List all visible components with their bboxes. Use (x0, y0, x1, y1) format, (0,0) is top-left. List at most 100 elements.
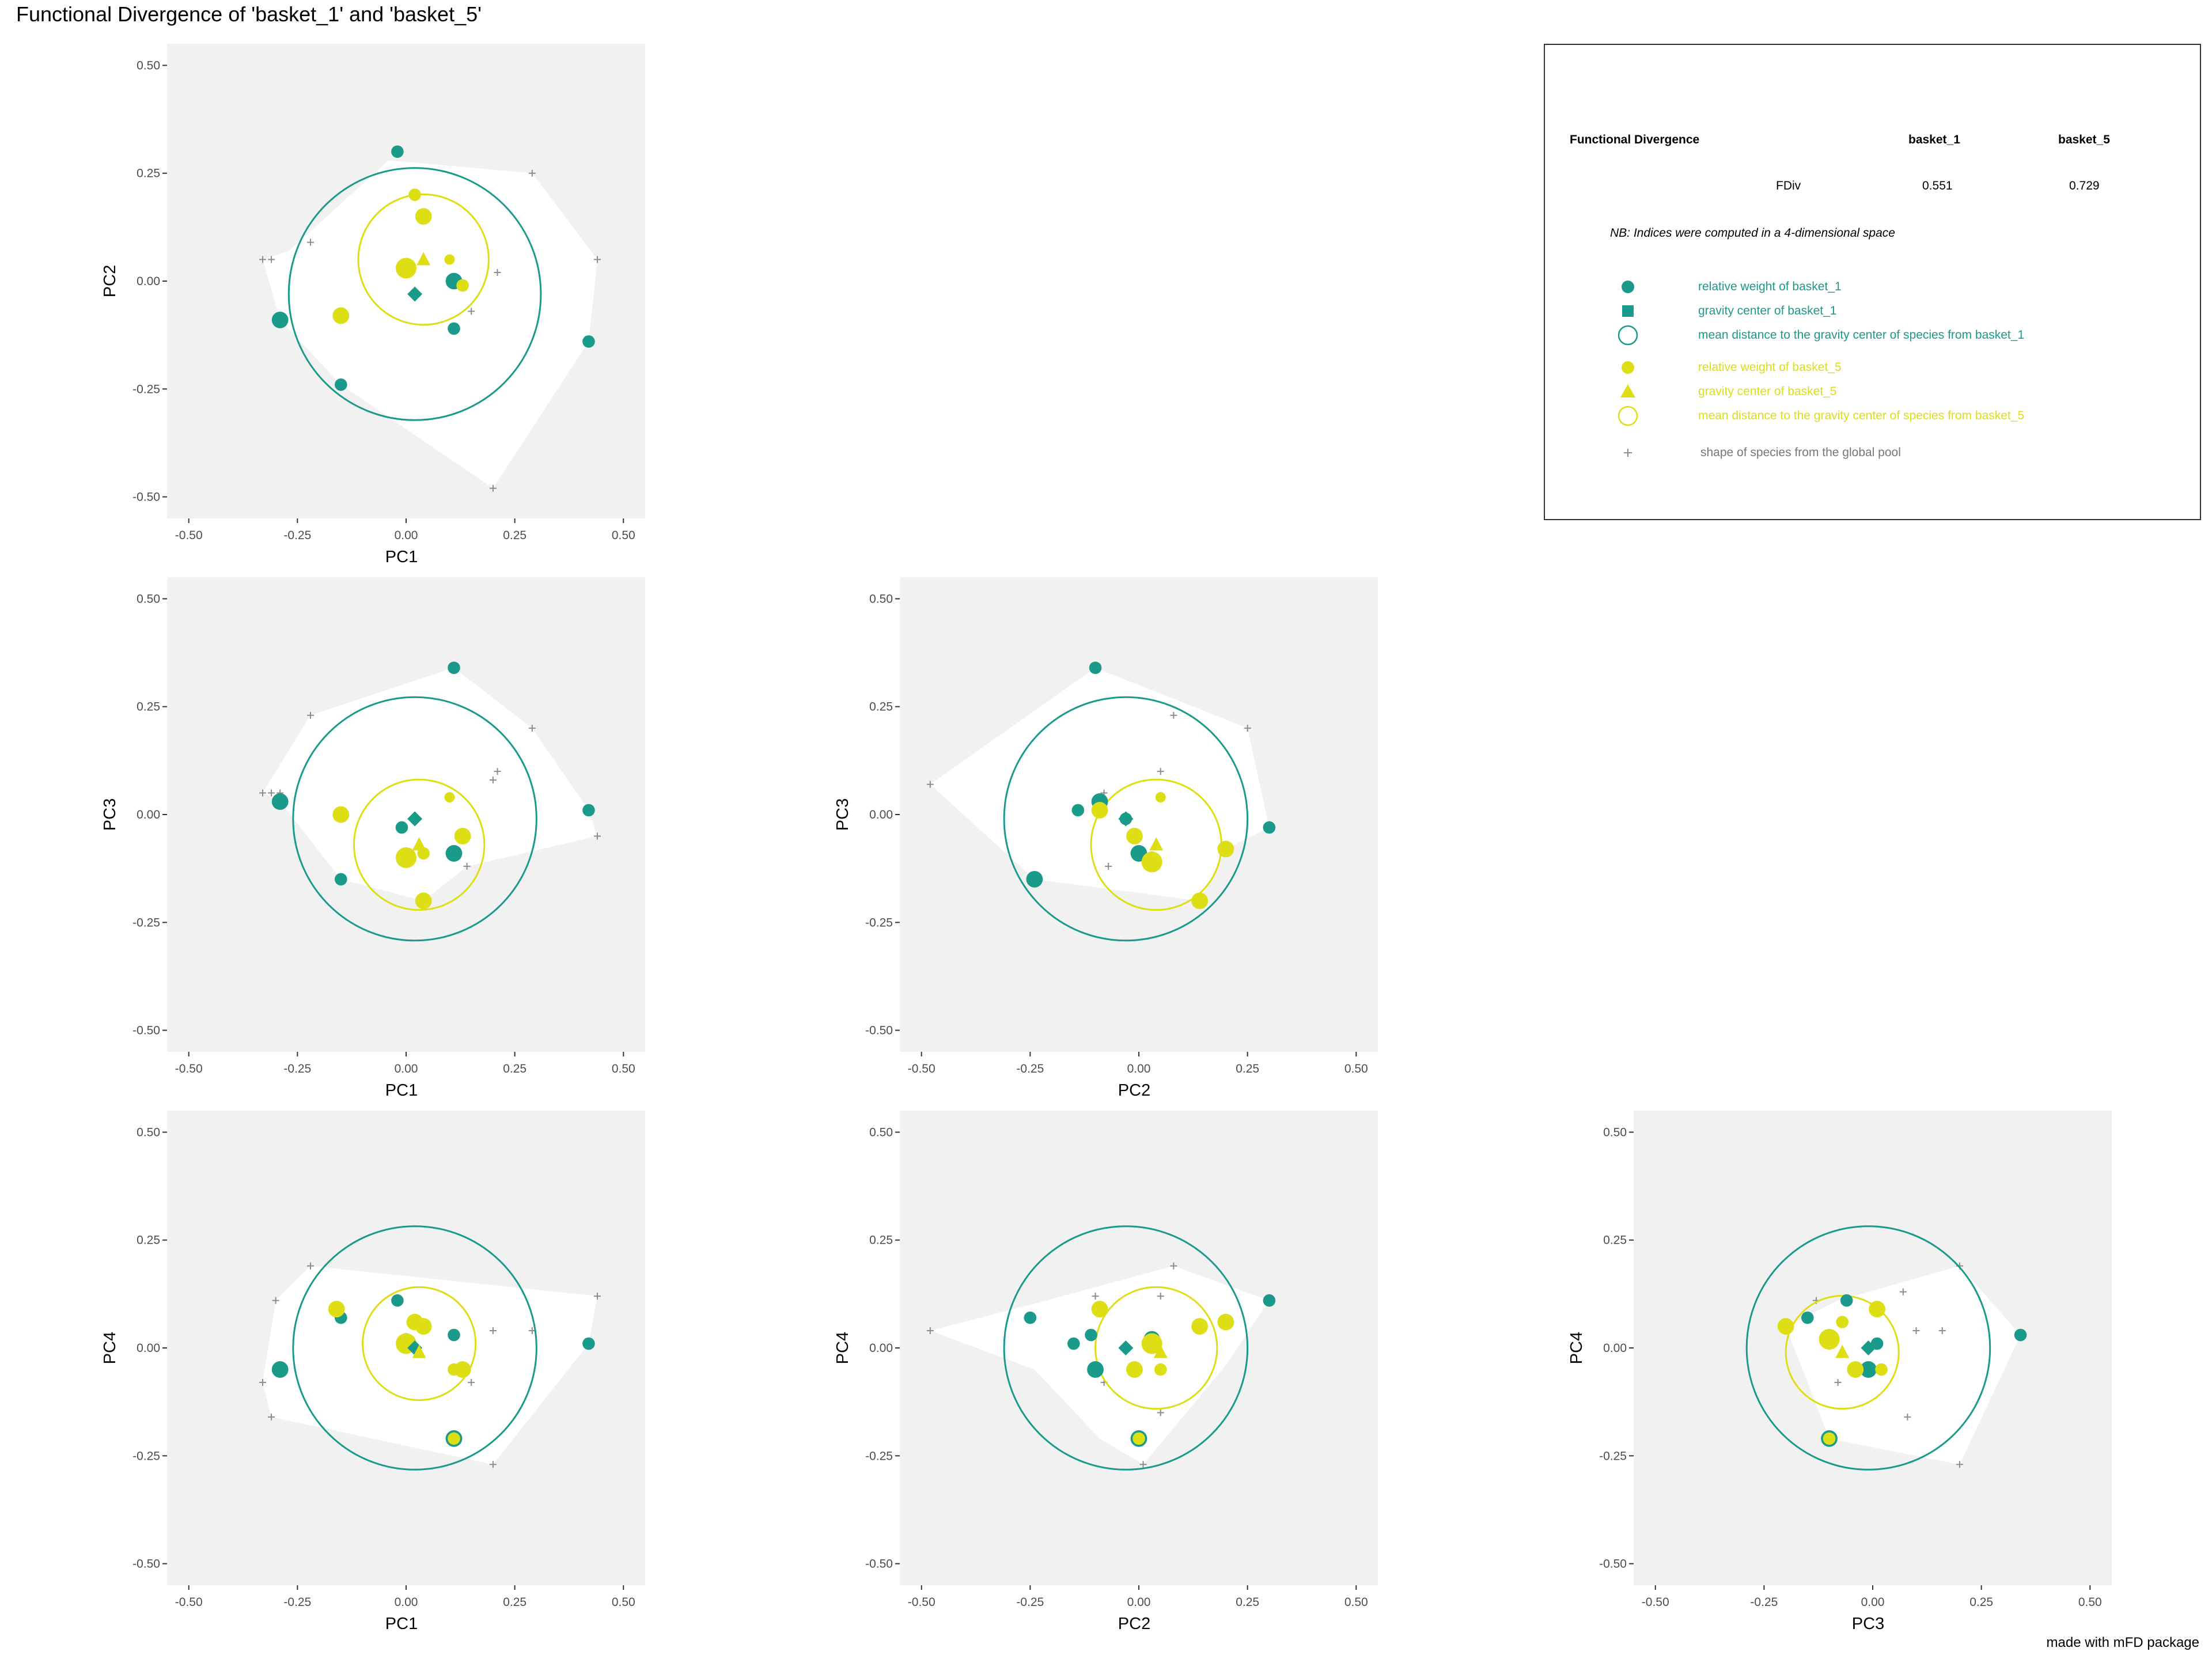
basket1-species-point (395, 821, 408, 834)
legend-open-circle-icon-basket5 (1618, 406, 1638, 426)
x-tick-label: 0.25 (1236, 1596, 1259, 1609)
gravity-center-basket1 (407, 286, 423, 302)
basket1-species-point (1085, 1328, 1097, 1342)
y-tick-label: 0.25 (137, 1234, 160, 1247)
x-tick-label: -0.25 (283, 1062, 311, 1075)
legend-item-weight-basket5: relative weight of basket_5 (1698, 361, 1842, 374)
legend-header-title: Functional Divergence (1570, 133, 1700, 146)
pool-species-point (268, 789, 275, 797)
basket5-species-point (454, 828, 471, 844)
mean-distance-circle-basket5 (1094, 1286, 1218, 1410)
basket5-species-point (332, 307, 350, 324)
x-tick-label: 0.00 (395, 1596, 418, 1609)
mean-distance-circle-basket1 (292, 1225, 537, 1471)
convex-hull (263, 668, 597, 901)
basket5-species-point (332, 806, 350, 823)
pool-species-point (594, 832, 601, 840)
basket5-species-point (408, 188, 421, 201)
legend-note: NB: Indices were computed in a 4-dimensi… (1610, 226, 1895, 240)
basket1-species-point (448, 661, 460, 675)
y-tick-label: -0.25 (865, 1449, 893, 1463)
y-axis-label: PC3 (834, 798, 852, 831)
y-tick-label: -0.50 (865, 1558, 893, 1571)
y-tick-label: 0.00 (869, 1342, 893, 1355)
legend-box: Functional Divergence basket_1 basket_5 … (1544, 44, 2201, 520)
pool-species-point (1092, 1293, 1099, 1300)
x-tick-label: -0.50 (175, 1062, 203, 1075)
basket5-species-point (1091, 1301, 1108, 1317)
basket1-species-point (2014, 1328, 2027, 1342)
pool-species-point (1938, 1327, 1946, 1335)
basket1-species-point (335, 378, 347, 391)
basket5-species-point (444, 254, 455, 265)
x-tick-label: -0.50 (1642, 1596, 1669, 1609)
x-tick-label: 0.50 (1344, 1062, 1368, 1075)
y-axis-label: PC4 (1567, 1332, 1586, 1364)
x-axis-label: PC1 (385, 548, 418, 566)
basket1-species-point (582, 335, 595, 348)
pool-species-point (259, 256, 266, 263)
x-tick-label: 0.00 (1861, 1596, 1885, 1609)
basket5-species-point (444, 792, 455, 803)
basket1-species-point (1087, 1361, 1104, 1378)
pool-species-point (268, 256, 275, 263)
basket1-species-point (1840, 1294, 1853, 1307)
pool-species-point (1157, 768, 1164, 775)
y-axis-label: PC4 (101, 1332, 119, 1364)
pool-species-point (1170, 1262, 1177, 1270)
x-tick-label: -0.25 (283, 529, 311, 542)
basket5-species-point (1217, 840, 1234, 858)
basket5-species-point (1091, 802, 1108, 819)
pool-species-point (594, 256, 601, 263)
y-tick-label: 0.50 (869, 592, 893, 605)
y-tick-label: 0.00 (137, 1342, 160, 1355)
basket5-species-point (1126, 1361, 1143, 1378)
basket5-species-point (1132, 1432, 1145, 1445)
basket1-species-point (1071, 804, 1085, 817)
basket5-species-point (415, 208, 432, 225)
x-tick-label: 0.25 (1969, 1596, 1993, 1609)
pool-species-point (259, 789, 266, 797)
chart-panel-6: -0.50 -0.50 -0.25 -0.25 0.00 0.00 0.25 0.25 0.50… (1567, 1111, 2112, 1633)
basket5-species-point (1217, 1313, 1234, 1331)
basket1-species-point (582, 1337, 595, 1350)
pool-species-point (268, 1413, 275, 1421)
pool-species-point (494, 269, 501, 276)
pool-species-point (1244, 725, 1251, 732)
x-tick-label: 0.00 (1127, 1062, 1151, 1075)
basket1-species-point (271, 1361, 289, 1378)
convex-hull (1786, 1266, 2021, 1465)
x-tick-label: 0.25 (1236, 1062, 1259, 1075)
legend-item-gravity-basket1: gravity center of basket_1 (1698, 304, 1837, 317)
basket1-species-point (1801, 1311, 1814, 1324)
pool-species-point (494, 768, 501, 775)
x-tick-label: -0.50 (908, 1062, 935, 1075)
y-tick-label: -0.25 (132, 382, 160, 396)
pool-species-point (528, 725, 536, 732)
basket1-species-point (391, 1294, 404, 1307)
basket5-species-point (1869, 1301, 1885, 1317)
legend-header-basket5: basket_5 (2058, 133, 2110, 146)
y-tick-label: -0.25 (132, 916, 160, 929)
basket1-species-point (1089, 661, 1102, 675)
basket1-species-point (1024, 1311, 1037, 1324)
pool-species-point (489, 1327, 497, 1335)
basket1-species-point (271, 793, 289, 810)
mean-distance-circle-basket5 (1785, 1294, 1900, 1410)
basket5-species-point (454, 1361, 471, 1378)
basket5-species-point (1819, 1329, 1840, 1350)
chart-panel-3: -0.50 -0.50 -0.25 -0.25 0.00 0.00 0.25 0.25 0.50… (834, 577, 1378, 1100)
pool-species-point (1170, 711, 1177, 719)
basket1-species-point (335, 873, 347, 886)
y-tick-label: 0.25 (869, 700, 893, 714)
pool-species-point (307, 711, 314, 719)
legend-fdiv-label: FDiv (1776, 179, 1801, 192)
legend-item-gravity-basket5: gravity center of basket_5 (1698, 385, 1837, 398)
x-tick-label: -0.25 (1016, 1596, 1044, 1609)
y-tick-label: -0.50 (865, 1024, 893, 1037)
basket1-species-point (582, 804, 595, 817)
pool-species-point (489, 484, 497, 492)
y-tick-label: -0.50 (132, 491, 160, 504)
pool-species-point (468, 1378, 475, 1386)
